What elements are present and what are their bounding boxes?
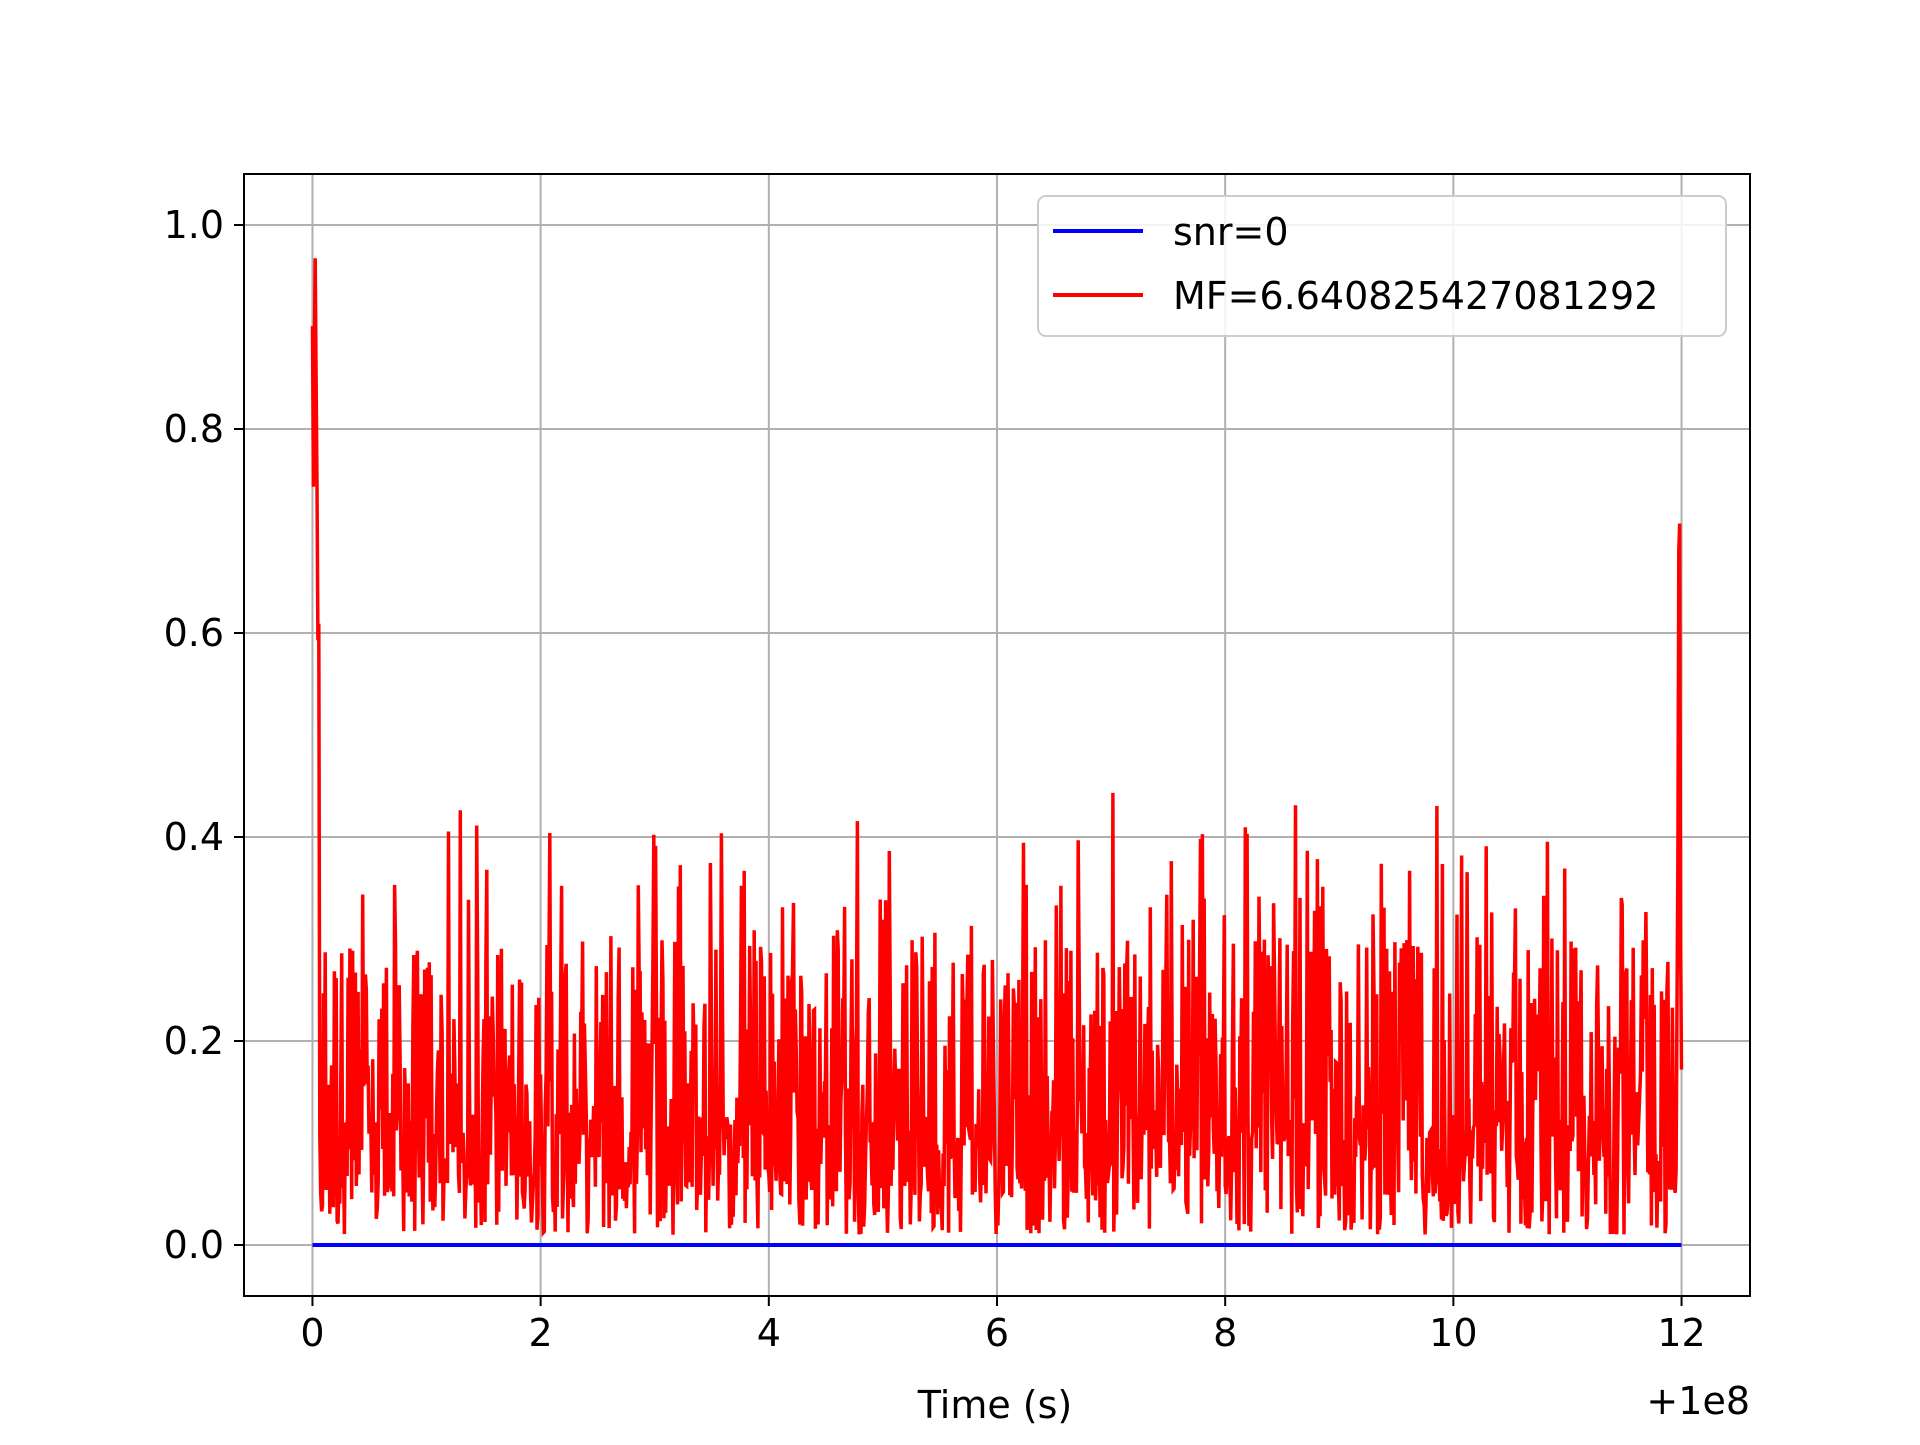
series-line-mf [310, 258, 1684, 1238]
legend: snr=0 MF=6.640825427081292 [1037, 195, 1727, 337]
x-tick-label: 6 [985, 1311, 1009, 1355]
x-tick-label: 8 [1213, 1311, 1237, 1355]
axis-ticks: 0 2 4 6 8 10 12 0.0 0.2 0.4 0.6 0.8 1.0 [164, 203, 1706, 1355]
y-tick-label: 0.4 [164, 815, 224, 859]
y-tick-label: 0.8 [164, 407, 224, 451]
series-layer [310, 258, 1684, 1247]
legend-label-snr: snr=0 [1173, 210, 1289, 254]
y-tick-label: 0.6 [164, 611, 224, 655]
x-tick-label: 10 [1429, 1311, 1477, 1355]
x-tick-label: 2 [529, 1311, 553, 1355]
y-tick-label: 0.2 [164, 1019, 224, 1063]
legend-box [1037, 195, 1727, 337]
plot-area [310, 258, 1684, 1247]
x-axis-offset-label: +1e8 [1646, 1379, 1750, 1423]
x-tick-label: 0 [300, 1311, 324, 1355]
x-axis-label: Time (s) [917, 1383, 1073, 1427]
y-tick-label: 1.0 [164, 203, 224, 247]
x-tick-label: 4 [757, 1311, 781, 1355]
legend-label-mf: MF=6.640825427081292 [1173, 274, 1658, 318]
x-tick-label: 12 [1657, 1311, 1705, 1355]
y-tick-label: 0.0 [164, 1223, 224, 1267]
